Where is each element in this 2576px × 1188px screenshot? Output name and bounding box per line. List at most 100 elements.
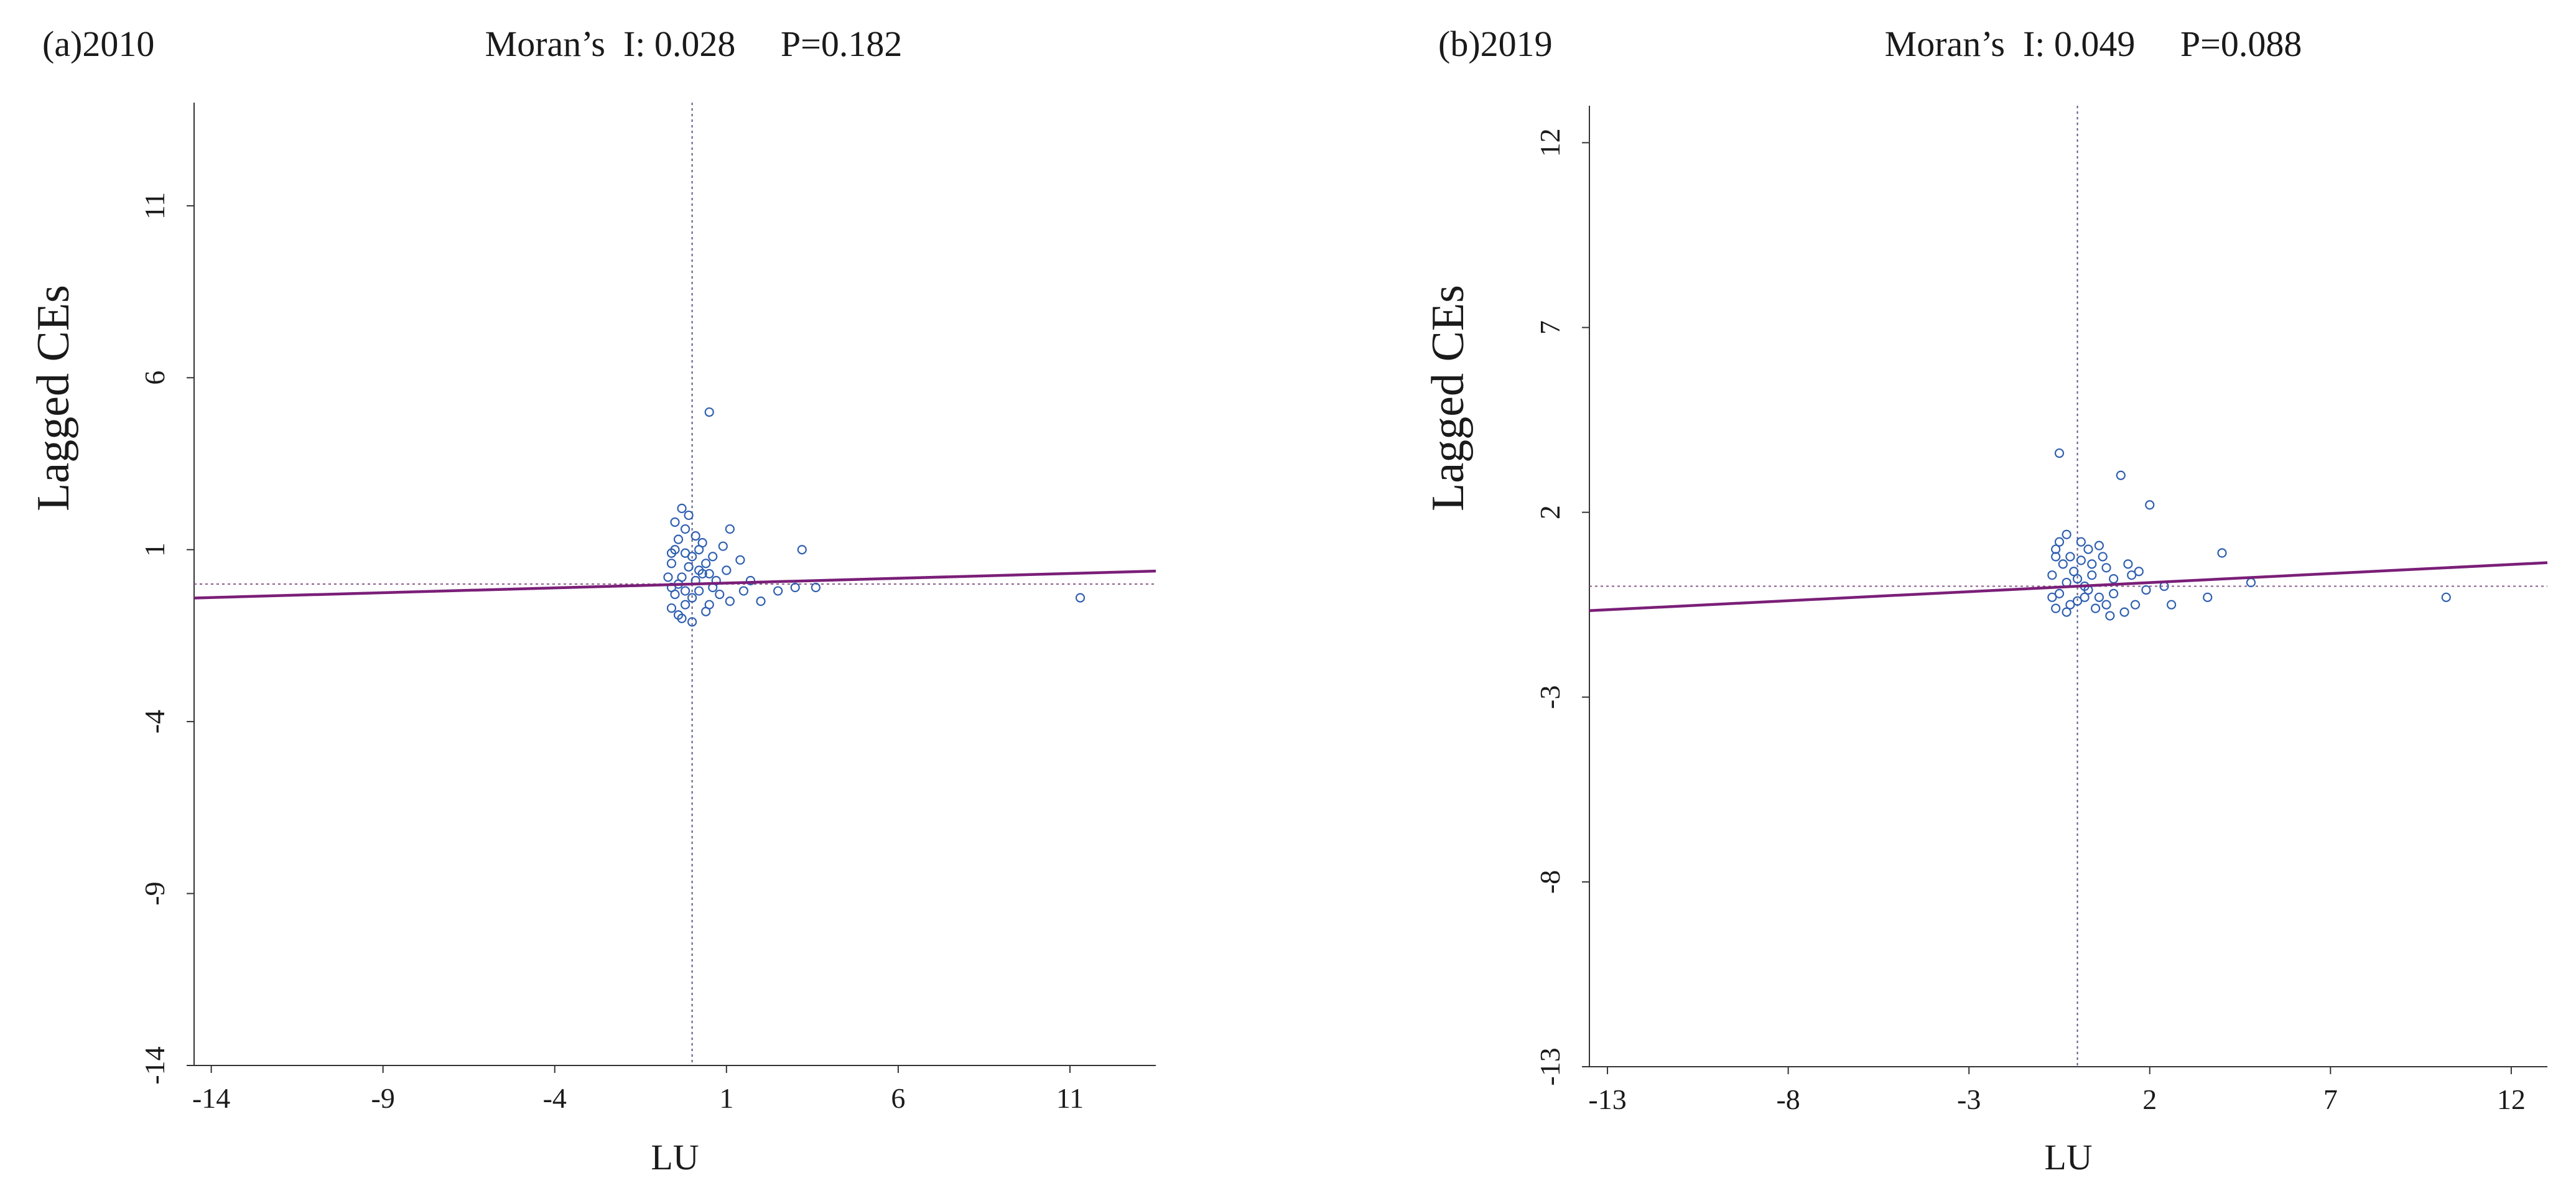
y-tick-label-2010-1: -9: [139, 881, 170, 905]
x-tick-label-2010-5: 11: [1056, 1082, 1084, 1114]
scatter-point-2019-12: [2130, 600, 2141, 610]
scatter-point-2019-36: [2083, 544, 2093, 554]
scatter-point-2019-8: [2087, 559, 2097, 569]
scatter-point-2019-2: [2145, 500, 2155, 510]
y-tick-label-2010-2: -4: [139, 710, 170, 733]
x-tick-label-2019-1: -8: [1776, 1084, 1800, 1115]
x-tick-label-2019-4: 7: [2323, 1084, 2338, 1115]
panel-label-2019: (b)2019: [1438, 24, 1553, 64]
x-axis-label-2010: LU: [651, 1137, 699, 1177]
scatter-point-2010-47: [745, 575, 756, 586]
scatter-point-2010-14: [797, 545, 807, 555]
scatter-point-2010-19: [663, 572, 673, 582]
scatter-point-2019-34: [2065, 600, 2075, 610]
scatter-point-2019-6: [2051, 544, 2061, 554]
scatter-point-2019-27: [2069, 567, 2079, 577]
scatter-point-2010-10: [708, 552, 718, 562]
scatter-point-2010-49: [694, 565, 704, 575]
scatter-point-2010-39: [1075, 593, 1086, 603]
panel-2010: -14 -9 -4 1 6 11 -14 -9 -4 1 6 11 (a)2010 Moran’s I: …: [28, 24, 1156, 1177]
y-tick-label-2019-4: 7: [1534, 320, 1566, 335]
y-tick-label-2019-2: -3: [1534, 685, 1566, 709]
scatter-point-2019-22: [2062, 607, 2071, 617]
scatter-point-2010-13: [756, 596, 766, 606]
scatter-point-2010-46: [773, 586, 783, 596]
y-tick-label-2019-3: 2: [1534, 505, 1566, 519]
scatter-point-2010-23: [680, 600, 690, 610]
scatter-point-2019-3: [2062, 529, 2071, 539]
x-axis-label-2019: LU: [2044, 1137, 2092, 1177]
scatter-point-2010-16: [811, 582, 821, 593]
scatter-point-2019-0: [2054, 448, 2065, 458]
scatter-point-2019-11: [2109, 588, 2119, 598]
scatter-point-2019-45: [2051, 552, 2061, 562]
scatter-point-2019-18: [2441, 592, 2451, 602]
x-tick-label-2010-1: -9: [371, 1082, 395, 1114]
scatter-point-2010-3: [680, 524, 690, 534]
scatter-point-2019-1: [2116, 470, 2126, 480]
scatter-point-2010-30: [684, 562, 694, 572]
y-tick-label-2010-4: 6: [139, 371, 170, 385]
scatter-point-2010-45: [687, 617, 697, 627]
scatter-point-2010-36: [687, 552, 697, 562]
regression-line-2010: [193, 569, 1156, 600]
scatter-point-2019-29: [2058, 559, 2068, 569]
scatter-point-2010-17: [735, 555, 745, 565]
scatter-point-2019-20: [2054, 588, 2065, 598]
x-tick-label-2010-4: 6: [891, 1082, 905, 1114]
scatter-point-2010-27: [715, 589, 725, 600]
scatter-point-2010-51: [704, 568, 714, 579]
scatter-point-2019-16: [2217, 548, 2227, 558]
scatter-point-2019-46: [2080, 592, 2090, 602]
scatter-point-2010-0: [704, 407, 714, 417]
y-tick-label-2010-3: 1: [139, 542, 170, 557]
scatter-point-2019-43: [2087, 570, 2097, 580]
scatter-point-2019-32: [2119, 607, 2129, 617]
scatter-point-2019-35: [2076, 555, 2086, 565]
x-tick-label-2019-5: 12: [2497, 1084, 2526, 1115]
scatter-point-2010-42: [718, 541, 728, 551]
y-tick-label-2010-5: 11: [139, 192, 170, 220]
scatter-point-2019-4: [2076, 537, 2086, 547]
scatter-point-2019-47: [2101, 600, 2111, 610]
scatter-point-2010-37: [694, 545, 704, 555]
panel-2019: -13 -8 -3 2 7 12 -13 -8 -3 2 7 12 (b)2019 Moran’s I: …: [1423, 24, 2548, 1177]
scatter-point-2010-11: [722, 565, 732, 575]
scatter-point-2019-38: [2123, 559, 2133, 569]
scatter-point-2019-31: [2105, 611, 2115, 621]
scatter-point-2019-40: [2141, 585, 2151, 595]
scatter-point-2010-28: [725, 596, 735, 606]
scatter-point-2019-25: [2094, 592, 2104, 602]
x-tick-label-2010-3: 1: [719, 1082, 733, 1114]
scatter-point-2010-40: [670, 517, 680, 527]
scatter-point-2019-10: [2127, 570, 2137, 580]
scatter-point-2019-14: [2167, 600, 2177, 610]
scatter-point-2019-21: [2051, 603, 2061, 613]
scatter-point-2019-7: [2065, 552, 2075, 562]
x-tick-label-2010-2: -4: [543, 1082, 567, 1114]
scatter-point-2019-26: [2109, 574, 2119, 584]
scatter-point-2010-9: [701, 559, 711, 568]
scatter-point-2010-18: [666, 559, 677, 568]
scatter-point-2019-30: [2090, 603, 2101, 613]
scatter-point-2010-38: [701, 606, 711, 616]
y-tick-label-2019-5: 12: [1534, 128, 1566, 157]
y-axis-label-2019: Lagged CEs: [1423, 285, 1474, 511]
scatter-point-2010-48: [666, 548, 677, 558]
scatter-point-2010-25: [694, 586, 704, 596]
scatter-point-2010-24: [687, 593, 697, 603]
scatter-point-2019-9: [2101, 563, 2111, 573]
scatter-point-2019-39: [2054, 537, 2065, 547]
scatter-point-2010-4: [673, 534, 684, 544]
scatter-point-2010-21: [666, 603, 677, 613]
scatter-point-2019-17: [2246, 577, 2256, 588]
scatter-point-2019-15: [2203, 592, 2213, 602]
x-tick-label-2019-0: -13: [1588, 1084, 1626, 1115]
y-axis-label-2010: Lagged CEs: [28, 285, 79, 511]
scatter-point-2010-12: [738, 586, 749, 596]
chart-title-2019: Moran’s I: 0.049 P=0.088: [1885, 24, 2302, 64]
scatter-point-2019-23: [2072, 596, 2083, 606]
regression-line-2019: [1589, 561, 2548, 613]
x-tick-label-2019-3: 2: [2142, 1084, 2157, 1115]
